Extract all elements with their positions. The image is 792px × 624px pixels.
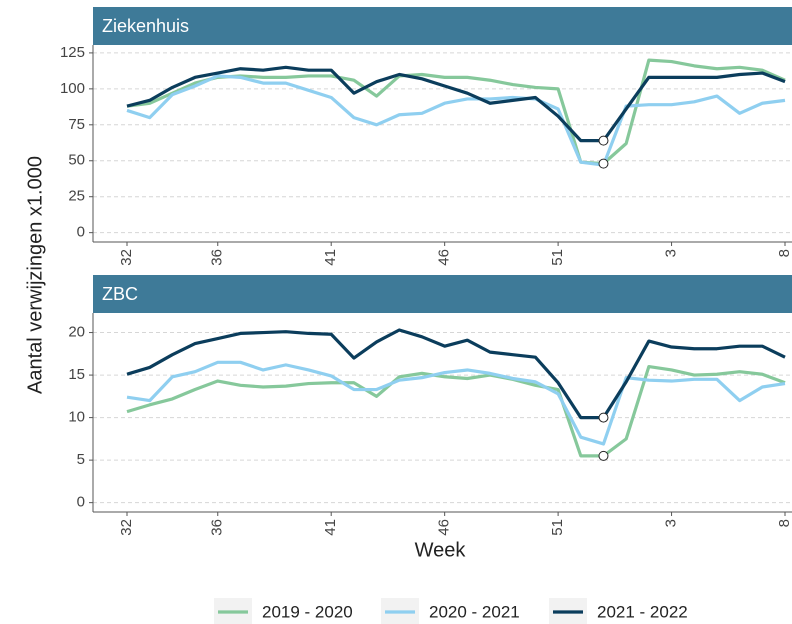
series-line: [126, 65, 786, 143]
x-tick-label: 41: [322, 519, 339, 536]
y-tick-label: 100: [60, 80, 85, 97]
point-marker: [598, 158, 609, 169]
series-line: [126, 364, 786, 458]
x-tick-label: 36: [209, 519, 226, 536]
legend-label: 2021 - 2022: [597, 602, 688, 621]
y-tick-label: 25: [68, 188, 85, 205]
x-tick-label: 36: [209, 249, 226, 266]
point-marker: [598, 450, 609, 461]
legend-label: 2019 - 2020: [262, 602, 353, 621]
x-tick-label: 3: [663, 249, 680, 257]
y-tick-label: 15: [68, 366, 85, 383]
y-tick-label: 10: [68, 409, 85, 426]
y-tick-label: 5: [77, 451, 85, 468]
y-axis-label: Aantal verwijzingen x1.000: [24, 156, 46, 394]
point-marker: [598, 135, 609, 146]
series-line: [126, 360, 786, 446]
x-tick-label: 46: [436, 249, 453, 266]
x-tick-label: 8: [776, 249, 792, 257]
x-tick-label: 46: [436, 519, 453, 536]
series-line: [126, 328, 786, 420]
y-tick-label: 125: [60, 44, 85, 61]
y-tick-label: 75: [68, 116, 85, 133]
x-tick-label: 51: [549, 519, 566, 536]
point-marker: [598, 412, 609, 423]
legend-label: 2020 - 2021: [429, 602, 520, 621]
x-tick-label: 51: [549, 249, 566, 266]
strip-title: Ziekenhuis: [102, 16, 189, 36]
series-line: [126, 74, 786, 167]
y-tick-label: 20: [68, 324, 85, 341]
x-tick-label: 32: [118, 249, 135, 266]
x-tick-label: 41: [322, 249, 339, 266]
x-tick-label: 32: [118, 519, 135, 536]
strip-title: ZBC: [102, 284, 138, 304]
y-tick-label: 50: [68, 152, 85, 169]
x-axis-label: Week: [415, 539, 467, 561]
y-tick-label: 0: [77, 494, 85, 511]
strip: [93, 7, 792, 45]
y-tick-label: 0: [77, 224, 85, 241]
x-tick-label: 8: [776, 519, 792, 527]
strip: [93, 275, 792, 313]
x-tick-label: 3: [663, 519, 680, 527]
